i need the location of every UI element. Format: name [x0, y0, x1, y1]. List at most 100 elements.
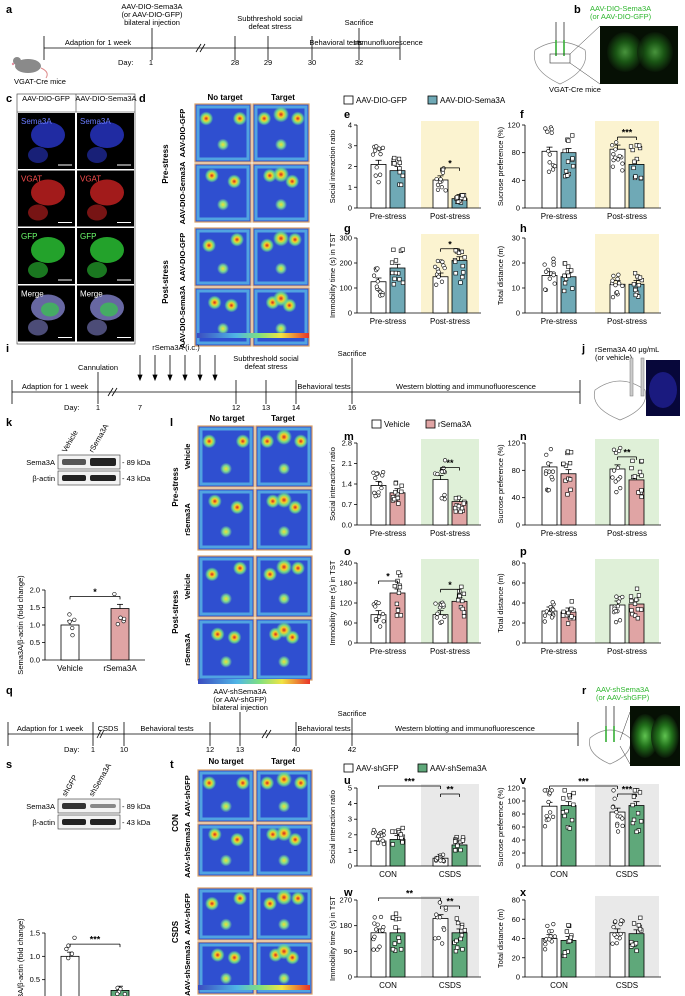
- x-tick-label: Post-stress: [607, 212, 647, 221]
- band-label: β-actin: [32, 474, 55, 483]
- significance-marker: ***: [90, 935, 101, 945]
- x-tick-label: CSDS: [439, 870, 461, 879]
- data-point: [399, 947, 404, 952]
- data-point: [376, 834, 381, 839]
- panel-letter-i: i: [6, 343, 9, 355]
- data-point: [635, 607, 641, 612]
- group-label: CON: [171, 814, 180, 832]
- heatmap-tile: [194, 227, 252, 287]
- data-point: [397, 939, 402, 944]
- data-point: [457, 593, 462, 599]
- data-point: [637, 143, 642, 148]
- data-point: [380, 473, 385, 478]
- bar: [432, 479, 449, 526]
- y-tick-label: 40: [512, 934, 520, 943]
- row-label: AAV-DIO-GFP: [178, 109, 187, 158]
- data-point: [616, 272, 621, 277]
- y-tick-label: 2.0: [30, 586, 40, 595]
- data-point: [552, 934, 557, 939]
- data-point: [546, 487, 552, 493]
- timeline-label: Subthreshold social: [233, 354, 299, 363]
- data-point: [564, 929, 569, 934]
- data-point: [637, 790, 643, 795]
- chart-u: u 0 1 2 3 4 5 Social interaction ratio CON CSDS **…: [328, 775, 481, 879]
- column-header: AAV-DIO-GFP: [22, 94, 70, 103]
- hotspot: [227, 950, 242, 965]
- panel-letter-b: b: [574, 4, 581, 16]
- hotspot: [276, 943, 292, 960]
- data-point: [390, 270, 395, 276]
- data-point: [381, 841, 386, 847]
- data-point: [543, 942, 548, 947]
- data-point: [614, 140, 619, 145]
- day-label: 16: [348, 403, 356, 412]
- data-point: [561, 461, 566, 466]
- hotspot: [217, 138, 229, 151]
- hotspot: [202, 434, 217, 449]
- day-label: 1: [96, 403, 100, 412]
- hotspot: [205, 567, 219, 582]
- hotspot: [291, 891, 305, 906]
- hotspot: [235, 776, 250, 790]
- data-point: [436, 269, 441, 274]
- panel-letter-t: t: [170, 759, 174, 771]
- data-point: [64, 946, 69, 952]
- x-tick-label: Pre-stress: [541, 647, 577, 656]
- data-point: [629, 465, 634, 471]
- y-tick-label: 270: [339, 896, 352, 905]
- lane-label: shSema3A: [87, 762, 113, 798]
- y-tick-label: 1: [348, 183, 352, 192]
- data-point: [456, 250, 462, 255]
- day-label: 32: [355, 58, 363, 67]
- data-point: [633, 287, 638, 293]
- x-tick-label: Post-stress: [607, 317, 647, 326]
- data-point: [614, 594, 619, 599]
- y-tick-label: 90: [344, 947, 352, 956]
- data-point: [549, 788, 554, 793]
- x-tick-label: Post-stress: [430, 529, 470, 538]
- data-point: [636, 283, 641, 288]
- data-point: [375, 279, 380, 284]
- data-point: [400, 825, 405, 831]
- cell-body: [90, 237, 124, 263]
- data-point: [375, 266, 380, 271]
- data-point: [398, 182, 404, 187]
- timeline-segment: Adaption for 1 week: [17, 724, 84, 733]
- x-tick-label: CSDS: [616, 870, 638, 879]
- colorbar: [198, 679, 310, 684]
- bar: [432, 614, 449, 644]
- y-axis-label: Sucrose preference (%): [496, 126, 505, 206]
- data-point: [617, 153, 622, 159]
- data-point: [69, 951, 75, 956]
- band-label: Sema3A: [26, 802, 55, 811]
- significance-marker: *: [448, 580, 452, 590]
- data-point: [396, 501, 401, 506]
- data-point: [398, 613, 403, 618]
- trajectory-trace: [199, 557, 253, 616]
- data-point: [628, 594, 634, 599]
- hotspot: [227, 630, 242, 645]
- y-tick-label: 180: [339, 579, 352, 588]
- data-point: [461, 591, 467, 596]
- timeline-label: (or AAV-DIO-GFP): [121, 10, 183, 19]
- data-point: [569, 268, 574, 273]
- microscopy-grid: Sema3A Sema3A VGAT VGAT GFP GFP Merge Merge: [18, 113, 134, 342]
- hotspot: [278, 972, 290, 985]
- y-axis-label: Social interaction ratio: [328, 790, 337, 864]
- x-tick-label: CON: [379, 870, 397, 879]
- data-point: [434, 615, 439, 620]
- data-point: [122, 991, 127, 996]
- bar: [560, 940, 577, 978]
- bar: [389, 592, 406, 644]
- x-tick-label: CSDS: [439, 981, 461, 990]
- data-point: [632, 788, 638, 793]
- significance-marker: **: [623, 447, 631, 457]
- x-tick-label: rSema3A: [103, 664, 137, 673]
- data-point: [437, 915, 443, 920]
- data-point: [547, 276, 552, 281]
- data-point: [632, 474, 637, 479]
- cell-body: [41, 302, 59, 317]
- hotspot: [207, 827, 222, 842]
- data-point: [611, 924, 616, 930]
- data-point: [548, 447, 553, 452]
